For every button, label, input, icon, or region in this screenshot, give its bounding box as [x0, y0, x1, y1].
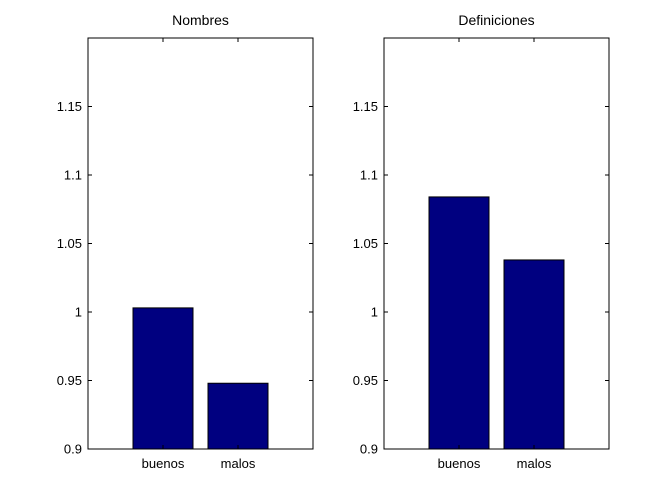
bar-buenos [428, 196, 490, 450]
axes-box [383, 37, 610, 450]
y-tick-label: 1.15 [353, 99, 378, 114]
x-tick-label: buenos [438, 456, 481, 471]
y-tick-label: 0.9 [64, 442, 82, 457]
y-tick-label: 1.15 [57, 99, 82, 114]
bar-buenos [132, 307, 194, 450]
x-tick-label: malos [221, 456, 256, 471]
y-tick-label: 1.1 [64, 168, 82, 183]
bar-malos [207, 382, 269, 450]
y-tick-label: 1.05 [353, 236, 378, 251]
y-tick-label: 1 [75, 305, 82, 320]
chart-nombres: 0.9 0.95 1 1.05 1.1 1.15 buenos malos Nombres [57, 12, 314, 471]
chart-title: Definiciones [458, 12, 534, 28]
y-tick-label: 0.95 [353, 373, 378, 388]
x-tick-label: buenos [142, 456, 185, 471]
y-tick-label: 0.9 [360, 442, 378, 457]
chart-definiciones: 0.9 0.95 1 1.05 1.1 1.15 buenos malos Definicion… [353, 12, 610, 471]
y-tick-label: 0.95 [57, 373, 82, 388]
x-tick-label: malos [517, 456, 552, 471]
bar-malos [503, 259, 565, 450]
y-tick-label: 1 [371, 305, 378, 320]
axes-box [87, 37, 314, 450]
chart-title: Nombres [172, 12, 229, 28]
y-tick-label: 1.1 [360, 168, 378, 183]
y-tick-label: 1.05 [57, 236, 82, 251]
